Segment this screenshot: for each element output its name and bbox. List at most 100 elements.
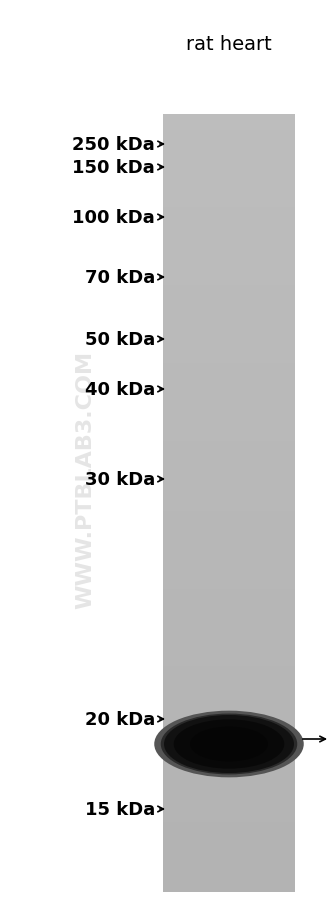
Bar [163,153,295,161]
Bar [163,791,295,799]
Bar [163,729,295,737]
Bar [163,861,295,869]
Bar [163,441,295,449]
Bar [163,146,295,153]
Bar [163,254,295,262]
Bar [163,535,295,542]
Bar [163,643,295,651]
Bar [163,294,295,301]
Bar [163,216,295,224]
Bar [163,115,295,123]
Bar [163,170,295,177]
Bar [163,566,295,574]
Bar [163,620,295,628]
Text: 50 kDa: 50 kDa [85,331,155,348]
Bar [163,752,295,759]
Bar [163,271,295,278]
Bar [163,574,295,581]
Ellipse shape [174,720,284,769]
Bar [163,131,295,138]
Bar [163,721,295,729]
Bar [163,806,295,815]
Bar [163,247,295,254]
Bar [163,426,295,434]
Text: WWW.PTBLAB3.COM: WWW.PTBLAB3.COM [75,351,95,608]
Bar [163,884,295,892]
Bar [163,262,295,271]
Bar [163,698,295,705]
Ellipse shape [190,727,268,761]
Bar [163,340,295,348]
Bar [163,488,295,496]
Bar [163,239,295,247]
Bar [163,379,295,387]
Text: 40 kDa: 40 kDa [85,381,155,399]
Bar [163,682,295,690]
Bar [163,519,295,527]
Bar [163,200,295,208]
Bar [163,690,295,698]
Ellipse shape [164,715,294,773]
Bar [163,636,295,643]
Bar [163,651,295,658]
Bar [163,286,295,294]
Bar [163,869,295,877]
Bar [163,581,295,589]
Bar [163,123,295,131]
Bar [163,177,295,185]
Bar [163,845,295,853]
Bar [163,877,295,884]
Text: 150 kDa: 150 kDa [72,159,155,177]
Text: 70 kDa: 70 kDa [85,269,155,287]
Ellipse shape [154,711,304,778]
Bar [163,473,295,480]
Bar [163,759,295,768]
Bar [163,667,295,675]
Bar [163,410,295,418]
Bar [163,675,295,682]
Bar [163,744,295,752]
Bar [163,838,295,845]
Bar [163,604,295,612]
Bar [163,208,295,216]
Bar [163,456,295,465]
Bar [163,713,295,721]
Bar [163,333,295,340]
Bar [163,224,295,232]
Bar [163,658,295,667]
Bar [163,628,295,636]
Bar [163,301,295,309]
Bar [163,768,295,776]
Bar [163,402,295,410]
Bar [163,364,295,372]
Bar [163,737,295,744]
Bar [163,372,295,379]
Bar [163,449,295,456]
Bar [163,503,295,511]
Bar [163,348,295,355]
Ellipse shape [161,713,297,775]
Bar [163,589,295,597]
Bar [163,418,295,426]
Bar [163,138,295,146]
Bar [163,542,295,550]
Bar [163,511,295,519]
Bar [163,799,295,806]
Bar [163,232,295,239]
Bar [163,161,295,170]
Bar [163,465,295,473]
Bar [163,387,295,395]
Bar [163,480,295,488]
Bar [163,597,295,604]
Bar [163,815,295,822]
Bar [163,317,295,325]
Text: 250 kDa: 250 kDa [72,136,155,154]
Bar [163,550,295,557]
Bar [163,783,295,791]
Bar [163,776,295,783]
Bar [163,193,295,200]
Bar [163,853,295,861]
Bar [163,822,295,830]
Bar [163,309,295,317]
Bar [163,355,295,364]
